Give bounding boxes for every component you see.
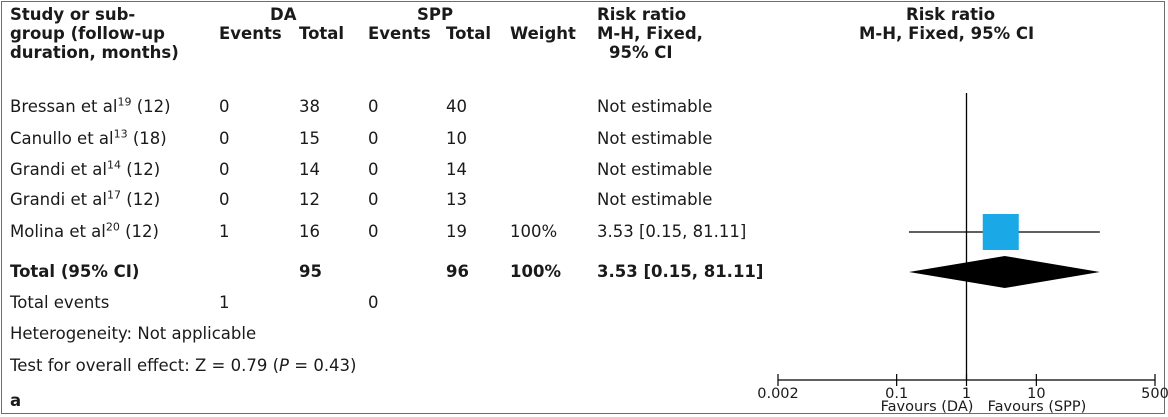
total-label: Total (95% CI)	[10, 262, 140, 281]
spp-total: 10	[446, 129, 467, 148]
header-plot-title: Risk ratio	[906, 5, 996, 24]
pooled-estimate-diamond	[908, 256, 1100, 288]
study-name: Bressan et al19 (12)	[10, 95, 171, 117]
da-events: 0	[219, 97, 230, 116]
da-total: 14	[299, 160, 320, 179]
favours-left-label: Favours (DA)	[881, 399, 974, 415]
header-spp-events: Events	[368, 24, 431, 43]
spp-events: 0	[368, 160, 379, 179]
study-name: Grandi et al17 (12)	[10, 188, 161, 210]
da-events: 0	[219, 129, 230, 148]
header-study-2: group (follow-up	[10, 24, 165, 43]
total-da: 95	[299, 262, 322, 281]
study-estimate-marker	[982, 214, 1019, 250]
risk-ratio: Not estimable	[597, 97, 713, 116]
x-tick-label: 10	[1027, 386, 1045, 402]
header-group-da: DA	[270, 5, 297, 24]
header-study-3: duration, months)	[10, 43, 179, 62]
da-events: 0	[219, 160, 230, 179]
x-tick-label: 0.1	[885, 386, 908, 402]
total-events-da: 1	[219, 293, 230, 312]
total-weight: 100%	[510, 262, 561, 281]
weight: 100%	[510, 222, 558, 241]
da-total: 38	[299, 97, 320, 116]
header-weight: Weight	[510, 24, 576, 43]
header-da-total: Total	[299, 24, 345, 43]
da-total: 15	[299, 129, 320, 148]
x-tick-label: 0.002	[757, 386, 799, 402]
da-events: 0	[219, 190, 230, 209]
total-spp: 96	[446, 262, 469, 281]
total-events-spp: 0	[368, 293, 379, 312]
spp-events: 0	[368, 190, 379, 209]
study-name: Grandi et al14 (12)	[10, 158, 161, 180]
spp-events: 0	[368, 129, 379, 148]
risk-ratio: Not estimable	[597, 190, 713, 209]
spp-events: 0	[368, 97, 379, 116]
spp-total: 40	[446, 97, 467, 116]
x-tick-label: 1	[962, 386, 971, 402]
study-name: Canullo et al13 (18)	[10, 127, 167, 149]
header-spp-total: Total	[446, 24, 492, 43]
header-rr-sub-2: 95% CI	[609, 43, 673, 62]
risk-ratio: Not estimable	[597, 129, 713, 148]
spp-total: 14	[446, 160, 467, 179]
study-name: Molina et al20 (12)	[10, 220, 159, 242]
panel-label: a	[10, 391, 22, 410]
total-rr: 3.53 [0.15, 81.11]	[597, 262, 764, 281]
da-events: 1	[219, 222, 230, 241]
spp-total: 19	[446, 222, 467, 241]
header-da-events: Events	[219, 24, 282, 43]
spp-total: 13	[446, 190, 467, 209]
da-total: 12	[299, 190, 320, 209]
favours-right-label: Favours (SPP)	[988, 399, 1087, 415]
risk-ratio: Not estimable	[597, 160, 713, 179]
header-rr: Risk ratio	[597, 5, 687, 24]
header-study-1: Study or sub-	[10, 5, 136, 24]
heterogeneity-text: Heterogeneity: Not applicable	[10, 324, 257, 343]
header-rr-sub-1: M-H, Fixed,	[597, 24, 703, 43]
x-tick-label: 500	[1141, 386, 1168, 402]
total-events-label: Total events	[10, 293, 110, 312]
risk-ratio: 3.53 [0.15, 81.11]	[597, 222, 747, 241]
spp-events: 0	[368, 222, 379, 241]
da-total: 16	[299, 222, 320, 241]
header-group-spp: SPP	[417, 5, 454, 24]
header-plot-sub: M-H, Fixed, 95% CI	[859, 24, 1035, 43]
overall-effect-text: Test for overall effect: Z = 0.79 (P = 0…	[10, 356, 357, 375]
